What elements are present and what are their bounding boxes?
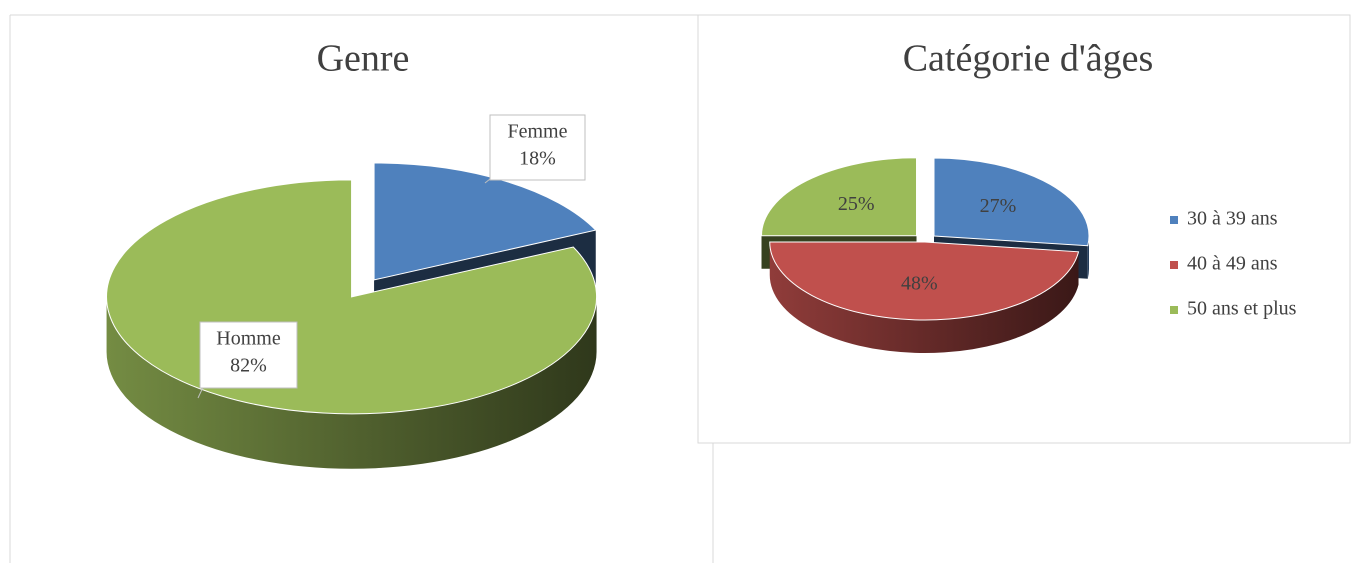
data-label-category: Femme	[508, 121, 568, 143]
data-label: 25%	[838, 193, 875, 215]
legend-swatch	[1170, 306, 1178, 314]
data-label: 27%	[980, 195, 1017, 217]
legend-swatch	[1170, 261, 1178, 269]
legend-label: 30 à 39 ans	[1187, 208, 1278, 230]
callout-box	[489, 114, 586, 181]
sides	[769, 236, 1090, 354]
pie-slice	[761, 157, 918, 237]
slice-side	[769, 242, 1079, 354]
slice-side	[1087, 236, 1090, 279]
callout-box	[199, 321, 298, 389]
chart-title: Genre	[317, 38, 410, 80]
pie-slice	[373, 162, 597, 281]
legend-swatch	[1170, 216, 1178, 224]
tops	[761, 157, 1090, 321]
data-label-category: Homme	[216, 328, 281, 350]
data-label-value: 18%	[519, 148, 556, 170]
pie-slice	[933, 157, 1090, 247]
pie-slice	[769, 241, 1080, 321]
data-label: 48%	[901, 272, 938, 294]
chart-title: Catégorie d'âges	[903, 38, 1154, 80]
data-label-value: 82%	[230, 355, 267, 377]
legend-label: 50 ans et plus	[1187, 298, 1297, 320]
chart-ages: Catégorie d'âges 27% 48% 25% 30 à 39 ans 40 …	[761, 38, 1297, 354]
legend-label: 40 à 49 ans	[1187, 253, 1278, 275]
sides	[106, 296, 597, 469]
chart-genre: Genre Femme 18% Homme 82%	[106, 38, 598, 469]
tops	[106, 162, 598, 415]
slice-side	[106, 296, 597, 469]
